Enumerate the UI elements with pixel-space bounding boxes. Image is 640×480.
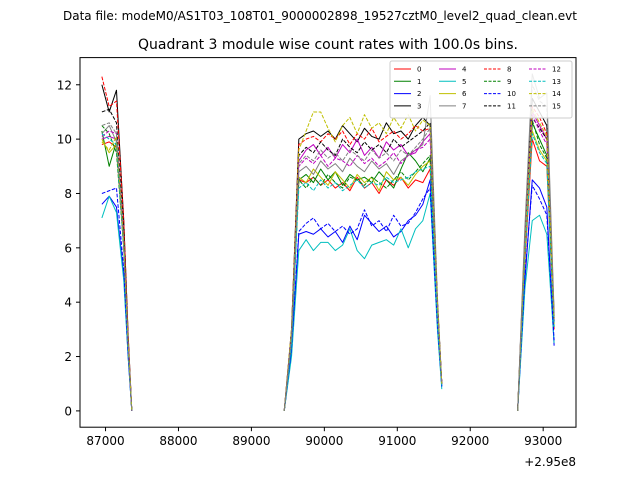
legend-label: 11 xyxy=(507,102,516,110)
legend-item-1: 1 xyxy=(394,78,421,86)
series-0-line-0 xyxy=(101,141,133,411)
legend-label: 4 xyxy=(462,66,467,74)
legend-label: 15 xyxy=(552,102,561,110)
series-4 xyxy=(101,111,555,411)
series-10 xyxy=(101,184,555,411)
y-tick-label: 4 xyxy=(64,296,72,310)
series-5-line-2 xyxy=(517,214,555,411)
series-8 xyxy=(101,76,555,411)
series-9-line-0 xyxy=(101,125,133,411)
series-14-line-1 xyxy=(283,111,443,411)
x-axis: 87000 88000 89000 90000 91000 92000 93000 xyxy=(86,427,562,448)
series-14-line-0 xyxy=(101,135,133,411)
series-13-line-0 xyxy=(101,133,133,411)
x-tick-label: 93000 xyxy=(524,434,562,448)
legend-item-5: 5 xyxy=(439,78,466,86)
series-6 xyxy=(101,130,555,411)
legend-label: 10 xyxy=(507,90,516,98)
x-offset-label: +2.95e8 xyxy=(524,455,576,469)
series-7-line-1 xyxy=(283,95,443,411)
series-7-line-0 xyxy=(101,125,133,411)
y-tick-label: 2 xyxy=(64,350,72,364)
legend-label: 2 xyxy=(417,90,421,98)
legend-item-9: 9 xyxy=(484,78,511,86)
x-tick-label: 91000 xyxy=(378,434,416,448)
chart-title: Quadrant 3 module wise count rates with … xyxy=(138,37,518,53)
x-tick-label: 92000 xyxy=(451,434,489,448)
legend-item-4: 4 xyxy=(439,66,467,74)
series-10-line-2 xyxy=(517,184,555,411)
legend-item-11: 11 xyxy=(484,102,516,110)
legend-item-10: 10 xyxy=(484,90,516,98)
series-14 xyxy=(101,108,555,411)
series-12-line-1 xyxy=(283,138,443,411)
data-file-label: Data file: modeM0/AS1T03_108T01_90000028… xyxy=(63,9,577,23)
plot-area xyxy=(101,73,555,411)
legend-item-13: 13 xyxy=(529,78,561,86)
y-axis: 0 2 4 6 8 10 12 xyxy=(57,78,80,418)
series-10-line-0 xyxy=(101,187,133,411)
x-tick-label: 87000 xyxy=(86,434,124,448)
series-3-line-1 xyxy=(283,116,443,411)
series-13-line-1 xyxy=(283,165,443,411)
legend-item-0: 0 xyxy=(394,66,421,74)
series-1-line-1 xyxy=(283,152,443,411)
legend-label: 0 xyxy=(417,66,421,74)
series-11 xyxy=(101,108,555,411)
series-15-line-1 xyxy=(283,127,443,411)
x-tick-label: 89000 xyxy=(232,434,270,448)
series-1-line-0 xyxy=(101,130,133,411)
legend-item-2: 2 xyxy=(394,90,421,98)
legend-label: 12 xyxy=(552,66,561,74)
legend-label: 14 xyxy=(552,90,561,98)
x-tick-label: 88000 xyxy=(159,434,197,448)
legend-item-14: 14 xyxy=(529,90,561,98)
legend-label: 8 xyxy=(507,66,511,74)
legend-label: 5 xyxy=(462,78,466,86)
series-6-line-1 xyxy=(283,160,443,411)
y-tick-label: 10 xyxy=(57,133,72,147)
y-tick-label: 6 xyxy=(64,241,72,255)
legend-box xyxy=(389,60,573,119)
series-9 xyxy=(101,119,555,411)
y-tick-label: 12 xyxy=(57,78,72,92)
series-2 xyxy=(101,179,555,411)
series-6-line-0 xyxy=(101,138,133,411)
series-12-line-0 xyxy=(101,130,133,411)
legend-item-8: 8 xyxy=(484,66,511,74)
legend-label: 9 xyxy=(507,78,511,86)
series-11-line-1 xyxy=(283,122,443,411)
series-10-line-1 xyxy=(283,187,443,411)
axes-frame xyxy=(79,57,577,428)
series-5 xyxy=(101,192,555,411)
x-tick-label: 90000 xyxy=(305,434,343,448)
legend-label: 7 xyxy=(462,102,466,110)
series-0-line-1 xyxy=(283,168,443,411)
series-9-line-1 xyxy=(283,154,443,411)
legend-item-3: 3 xyxy=(394,102,421,110)
series-4-line-0 xyxy=(101,135,133,411)
y-tick-label: 0 xyxy=(64,404,72,418)
series-5-line-1 xyxy=(283,192,443,411)
legend-label: 6 xyxy=(462,90,467,98)
series-4-line-1 xyxy=(283,133,443,411)
series-12 xyxy=(101,114,555,411)
legend-label: 13 xyxy=(552,78,561,86)
series-2-line-1 xyxy=(283,179,443,411)
series-15-line-0 xyxy=(101,122,133,411)
legend-label: 1 xyxy=(417,78,421,86)
legend-label: 3 xyxy=(417,102,421,110)
legend-item-12: 12 xyxy=(529,66,561,74)
legend-item-7: 7 xyxy=(439,102,466,110)
legend-item-6: 6 xyxy=(439,90,467,98)
y-tick-label: 8 xyxy=(64,187,72,201)
legend-item-15: 15 xyxy=(529,102,561,110)
